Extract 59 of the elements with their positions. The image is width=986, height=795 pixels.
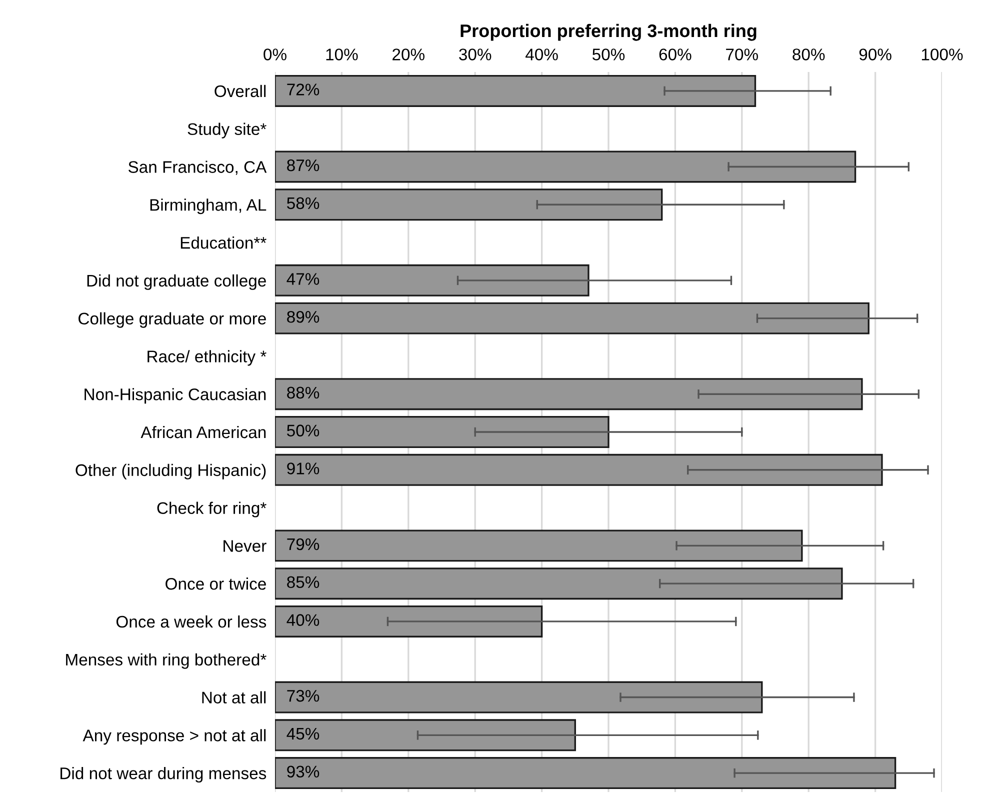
bar bbox=[275, 757, 896, 790]
y-tick-label: Overall bbox=[214, 84, 266, 98]
data-label: 50% bbox=[287, 424, 320, 436]
data-label: 89% bbox=[287, 310, 320, 323]
data-label: 45% bbox=[286, 728, 320, 740]
x-tick-label: 30% bbox=[459, 48, 492, 60]
bar bbox=[275, 530, 803, 562]
x-tick-label: 70% bbox=[726, 48, 758, 60]
bar bbox=[275, 719, 576, 752]
y-tick-label: Non-Hispanic Caucasian bbox=[84, 388, 266, 404]
x-tick-label: 60% bbox=[659, 48, 692, 60]
data-label: 91% bbox=[287, 462, 320, 474]
y-tick-label: Race/ ethnicity * bbox=[148, 350, 266, 366]
y-tick-label: Once a week or less bbox=[116, 615, 266, 628]
data-label: 85% bbox=[287, 576, 320, 588]
bar bbox=[275, 378, 863, 410]
bar bbox=[275, 150, 856, 183]
bar bbox=[275, 264, 590, 296]
data-label: 93% bbox=[287, 766, 320, 778]
y-tick-label: Birmingham, AL bbox=[150, 198, 266, 214]
x-tick-label: 50% bbox=[592, 48, 625, 60]
y-tick-label: College graduate or more bbox=[78, 312, 266, 328]
data-label: 88% bbox=[287, 386, 320, 399]
bar bbox=[275, 681, 763, 714]
x-tick-label: 20% bbox=[392, 48, 424, 60]
bar bbox=[275, 605, 543, 638]
y-tick-label: Education** bbox=[180, 236, 266, 249]
y-tick-label: Check for ring* bbox=[157, 502, 266, 518]
data-label: 87% bbox=[287, 159, 320, 172]
y-tick-label: Not at all bbox=[202, 691, 266, 704]
y-tick-label: Once or twice bbox=[166, 578, 266, 590]
x-tick-label: 100% bbox=[922, 48, 963, 60]
x-tick-label: 80% bbox=[792, 48, 825, 60]
bar bbox=[275, 454, 883, 486]
y-tick-label: Never bbox=[224, 540, 266, 552]
x-tick-label: 90% bbox=[859, 48, 892, 60]
y-tick-label: Did not wear during menses bbox=[60, 767, 266, 783]
x-axis-title: Proportion preferring 3-month ring bbox=[460, 24, 756, 41]
x-tick-label: 10% bbox=[326, 48, 358, 60]
bar bbox=[275, 74, 756, 107]
y-tick-label: Any response > not at all bbox=[82, 729, 266, 745]
data-label: 58% bbox=[287, 197, 320, 210]
bar bbox=[275, 568, 843, 600]
data-label: 73% bbox=[287, 690, 320, 702]
bar bbox=[275, 302, 870, 334]
y-tick-label: San Francisco, CA bbox=[128, 160, 267, 175]
y-tick-label: Study site* bbox=[188, 122, 266, 138]
data-label: 79% bbox=[287, 538, 320, 550]
y-tick-label: Other (including Hispanic) bbox=[76, 464, 266, 480]
y-tick-label: Menses with ring bothered* bbox=[66, 653, 266, 669]
data-label: 72% bbox=[287, 84, 320, 96]
bar bbox=[275, 416, 610, 448]
x-tick-label: 0% bbox=[264, 48, 286, 60]
y-tick-label: African American bbox=[140, 426, 266, 438]
data-label: 40% bbox=[286, 614, 320, 626]
x-tick-label: 40% bbox=[526, 48, 558, 60]
data-label: 47% bbox=[286, 273, 320, 285]
y-tick-label: Did not graduate college bbox=[87, 274, 266, 290]
bar bbox=[275, 188, 663, 221]
